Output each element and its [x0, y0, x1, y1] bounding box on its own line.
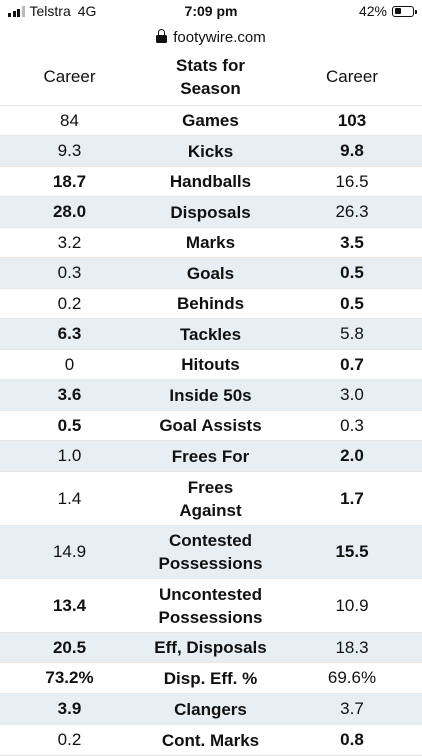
career-value-left: 18.7	[52, 171, 87, 191]
career-value-right: 0.8	[340, 730, 364, 749]
career-value-left: 9.3	[57, 141, 82, 160]
header-career-left: Career	[43, 66, 96, 86]
stat-label: Tackles	[179, 324, 242, 344]
status-right: 42%	[358, 3, 417, 19]
status-left: Telstra 4G	[8, 3, 96, 19]
career-value-left: 73.2%	[45, 668, 94, 687]
table-row: 28.0 Disposals 26.3	[0, 197, 422, 228]
stat-label: Contested Possessions	[158, 531, 263, 573]
career-value-left: 20.5	[52, 637, 87, 657]
career-value-left: 6.3	[57, 324, 82, 343]
stat-label: Handballs	[169, 172, 252, 191]
career-value-right: 103	[337, 110, 367, 130]
career-value-right: 1.7	[340, 488, 364, 508]
career-value-right: 3.5	[340, 232, 364, 252]
table-row: 0 Hitouts 0.7	[0, 350, 422, 380]
table-row: 3.6 Inside 50s 3.0	[0, 380, 422, 411]
stat-label: Hitouts	[181, 355, 240, 374]
career-value-left: 0	[64, 354, 75, 374]
battery-icon	[392, 5, 417, 17]
header-stats-for-season: Stats for Season	[176, 55, 245, 98]
status-bar: Telstra 4G 7:09 pm 42%	[0, 0, 422, 26]
table-row: 13.4 Uncontested Possessions 10.9	[0, 579, 422, 633]
battery-percent: 42%	[358, 3, 387, 19]
stat-label: Kicks	[187, 141, 234, 161]
career-value-right: 3.0	[340, 385, 364, 404]
url-text: footywire.com	[173, 28, 266, 46]
table-row: 0.2 Behinds 0.5	[0, 289, 422, 319]
network-type: 4G	[77, 3, 97, 19]
career-value-right: 0.3	[340, 415, 364, 435]
url-bar[interactable]: footywire.com	[0, 26, 422, 48]
career-value-right: 0.7	[340, 354, 364, 374]
career-value-left: 0.3	[57, 263, 82, 282]
career-value-left: 1.0	[57, 446, 82, 465]
table-row: 9.3 Kicks 9.8	[0, 136, 422, 167]
table-row: 20.5 Eff, Disposals 18.3	[0, 633, 422, 663]
career-value-left: 3.9	[57, 699, 82, 718]
signal-icon	[8, 5, 25, 17]
career-value-right: 9.8	[340, 141, 364, 160]
stat-label: Games	[182, 111, 239, 130]
career-value-left: 3.6	[57, 385, 82, 404]
career-value-right: 69.6%	[327, 668, 377, 687]
table-row: 0.5 Goal Assists 0.3	[0, 411, 422, 441]
table-row: 3.2 Marks 3.5	[0, 228, 422, 258]
career-value-right: 0.5	[340, 263, 364, 282]
career-value-left: 3.2	[57, 232, 82, 252]
table-row: 18.7 Handballs 16.5	[0, 167, 422, 197]
career-value-right: 5.8	[340, 324, 364, 343]
career-value-right: 18.3	[335, 637, 369, 657]
stats-table: Career Stats for Season Career 84 Games 10…	[0, 48, 422, 756]
career-value-right: 3.7	[340, 699, 364, 718]
career-value-left: 0.5	[57, 415, 82, 435]
career-value-left: 28.0	[52, 202, 87, 221]
career-value-right: 0.5	[340, 293, 364, 313]
stat-label: Cont. Marks	[161, 730, 260, 750]
table-header: Career Stats for Season Career	[0, 48, 422, 106]
stat-label: Goal Assists	[159, 416, 262, 435]
table-row: 73.2% Disp. Eff. % 69.6%	[0, 663, 422, 694]
table-row: 1.4 Frees Against 1.7	[0, 472, 422, 526]
stat-label: Goals	[186, 263, 235, 283]
table-row: 6.3 Tackles 5.8	[0, 319, 422, 350]
career-value-right: 26.3	[335, 202, 369, 221]
table-row: 84 Games 103	[0, 106, 422, 136]
table-row: 14.9 Contested Possessions 15.5	[0, 526, 422, 579]
table-row: 0.3 Goals 0.5	[0, 258, 422, 289]
stat-label: Disposals	[170, 202, 251, 222]
stat-label: Behinds	[176, 294, 245, 313]
career-value-left: 0.2	[57, 730, 82, 749]
table-row: 1.0 Frees For 2.0	[0, 441, 422, 472]
header-career-right: Career	[326, 66, 378, 86]
carrier-name: Telstra	[29, 3, 71, 19]
table-row: 3.9 Clangers 3.7	[0, 694, 422, 725]
stat-label: Frees Against	[179, 477, 242, 520]
stat-label: Disp. Eff. %	[163, 668, 258, 688]
career-value-right: 2.0	[340, 446, 364, 465]
table-row: 0.2 Cont. Marks 0.8	[0, 725, 422, 756]
stat-label: Marks	[185, 233, 236, 252]
lock-icon	[156, 29, 168, 43]
status-time: 7:09 pm	[184, 3, 238, 19]
career-value-left: 14.9	[52, 542, 87, 561]
career-value-left: 1.4	[57, 488, 82, 508]
career-value-right: 10.9	[335, 595, 369, 615]
stat-label: Frees For	[171, 446, 250, 466]
career-value-right: 16.5	[335, 171, 369, 191]
career-value-left: 84	[60, 110, 79, 130]
stat-label: Clangers	[174, 699, 247, 719]
career-value-right: 15.5	[335, 542, 369, 561]
career-value-left: 0.2	[57, 293, 82, 313]
career-value-left: 13.4	[52, 595, 87, 615]
stat-label: Uncontested Possessions	[158, 584, 263, 627]
stat-label: Inside 50s	[169, 385, 252, 405]
stat-label: Eff, Disposals	[154, 638, 267, 657]
